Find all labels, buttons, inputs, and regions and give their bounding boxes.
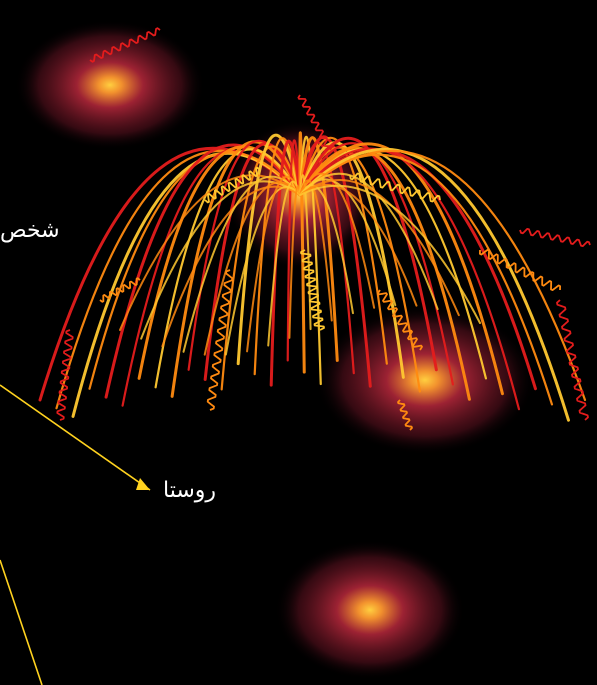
firework-arc bbox=[236, 133, 302, 366]
firework-arc bbox=[154, 148, 302, 389]
firework-arc bbox=[298, 147, 570, 422]
squiggle-trail bbox=[349, 172, 441, 203]
firework-arc bbox=[299, 179, 333, 322]
arrowhead-icon bbox=[136, 478, 150, 490]
squiggle-trail bbox=[56, 329, 74, 421]
firework-arc bbox=[269, 139, 302, 387]
firework-arc bbox=[88, 151, 302, 390]
firework-arc bbox=[220, 145, 302, 391]
glow-orb bbox=[315, 305, 535, 455]
firework-arc bbox=[298, 131, 306, 374]
firework-arc bbox=[119, 174, 301, 331]
squiggle-trail bbox=[204, 166, 261, 204]
glow-orb bbox=[15, 20, 205, 150]
pointer-line bbox=[0, 559, 43, 685]
firework-arc bbox=[286, 139, 302, 362]
squiggle-trail bbox=[99, 277, 141, 303]
squiggle-trail bbox=[556, 299, 589, 421]
squiggle-trail bbox=[297, 94, 333, 151]
firework-arc bbox=[299, 172, 439, 311]
firework-arc bbox=[267, 180, 301, 347]
pointer-line bbox=[0, 384, 151, 491]
squiggle-trail bbox=[300, 249, 325, 331]
firework-arc bbox=[298, 136, 339, 362]
firework-arc bbox=[298, 147, 521, 411]
squiggle-trail bbox=[206, 269, 234, 411]
firework-arc bbox=[224, 185, 301, 356]
firework-arc bbox=[298, 149, 587, 402]
label-village: روستا bbox=[163, 478, 217, 503]
firework-arc bbox=[288, 185, 301, 339]
squiggle-trail bbox=[479, 249, 561, 291]
firework-arc bbox=[203, 181, 301, 356]
label-person: شخص bbox=[0, 218, 60, 243]
squiggle-trail bbox=[519, 228, 591, 247]
firework-arc bbox=[182, 175, 301, 353]
squiggle-trail bbox=[89, 27, 161, 63]
glow-orb bbox=[275, 540, 465, 680]
firework-arc bbox=[170, 140, 302, 398]
squiggle-trail bbox=[397, 399, 413, 431]
firework-arc bbox=[299, 184, 481, 325]
squiggle-trail bbox=[377, 289, 423, 351]
firework-arc bbox=[299, 179, 460, 317]
firework-arc bbox=[203, 142, 302, 381]
firework-arc bbox=[298, 146, 471, 401]
